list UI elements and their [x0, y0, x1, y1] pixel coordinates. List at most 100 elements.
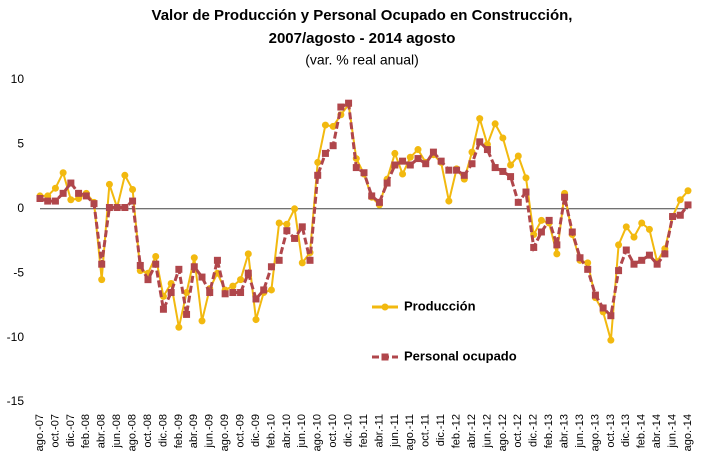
marker [36, 194, 44, 202]
marker [237, 289, 245, 297]
marker [391, 149, 399, 157]
x-tick-label: oct.-07 [49, 414, 61, 448]
chart-subtitle: (var. % real anual) [305, 52, 419, 68]
marker [152, 260, 160, 268]
marker [607, 336, 615, 344]
marker [615, 267, 623, 275]
x-tick-label: ago.-07 [34, 414, 46, 451]
marker [653, 260, 661, 268]
x-tick-label: oct.-11 [420, 414, 432, 447]
marker [522, 174, 530, 182]
legend-label: Producción [404, 298, 476, 313]
marker [329, 122, 337, 130]
marker [514, 198, 522, 206]
marker [638, 256, 646, 264]
x-tick-label: jun.-13 [574, 414, 586, 449]
x-tick-label: abr.-09 [188, 414, 200, 448]
marker [684, 201, 692, 209]
x-tick-label: jun.-12 [481, 414, 493, 449]
x-tick-label: ago.-09 [219, 414, 231, 451]
marker [360, 169, 368, 177]
marker [476, 138, 484, 146]
marker [198, 317, 206, 325]
marker [607, 312, 615, 320]
marker [429, 148, 437, 156]
x-tick-label: ago.-14 [682, 414, 694, 451]
marker [267, 286, 275, 294]
marker [622, 246, 630, 254]
marker [275, 256, 283, 264]
marker [584, 259, 592, 267]
x-tick-label: feb.-08 [80, 414, 92, 448]
marker [422, 160, 430, 168]
x-tick-label: ago.-11 [404, 414, 416, 451]
marker [121, 171, 129, 179]
marker [568, 228, 576, 236]
marker [537, 228, 545, 236]
x-tick-label: abr.-14 [651, 414, 663, 448]
marker [98, 276, 106, 284]
legend-label: Personal ocupado [404, 348, 517, 363]
marker [321, 149, 329, 157]
marker [283, 220, 291, 228]
x-tick-label: oct.-08 [142, 414, 154, 448]
x-tick-label: abr.-08 [96, 414, 108, 448]
marker [244, 250, 252, 258]
marker [306, 256, 314, 264]
marker [298, 259, 306, 267]
marker [44, 197, 52, 205]
marker [368, 192, 376, 200]
marker [121, 204, 129, 212]
marker [67, 179, 75, 187]
x-tick-label: dic.-10 [342, 414, 354, 447]
x-tick-label: jun.-10 [296, 414, 308, 449]
marker [113, 204, 121, 212]
marker [630, 260, 638, 268]
series-line [39, 100, 690, 319]
y-tick-label: -5 [13, 265, 24, 279]
x-tick-label: oct.-13 [605, 414, 617, 448]
marker [206, 289, 214, 297]
x-tick-label: jun.-11 [389, 414, 401, 448]
marker [453, 166, 461, 174]
marker [437, 157, 445, 165]
marker [190, 263, 198, 271]
marker [499, 167, 507, 175]
marker [90, 200, 98, 208]
marker [244, 269, 252, 277]
marker [105, 204, 113, 212]
marker [645, 251, 653, 259]
marker [576, 254, 584, 262]
marker [530, 243, 538, 251]
x-tick-label: jun.-14 [666, 414, 678, 449]
marker [406, 153, 414, 161]
y-tick-label: 0 [17, 201, 24, 215]
marker [676, 211, 684, 219]
marker [391, 161, 399, 169]
x-tick-label: feb.-09 [173, 414, 185, 448]
marker [599, 304, 607, 312]
legend-marker [381, 353, 389, 361]
marker [545, 216, 553, 224]
x-tick-label: dic.-08 [157, 414, 169, 447]
marker [553, 250, 561, 258]
marker [291, 234, 299, 242]
marker [615, 241, 623, 249]
marker [460, 171, 468, 179]
marker [252, 316, 260, 324]
marker [622, 223, 630, 231]
marker [98, 260, 106, 268]
marker [221, 290, 229, 298]
marker [399, 157, 407, 165]
marker [561, 193, 569, 201]
marker [51, 197, 59, 205]
marker [491, 120, 499, 128]
marker [59, 189, 67, 197]
marker [676, 196, 684, 204]
x-tick-label: abr.-10 [281, 414, 293, 448]
marker [669, 213, 677, 221]
marker [584, 265, 592, 273]
marker [591, 291, 599, 299]
marker [129, 197, 137, 205]
